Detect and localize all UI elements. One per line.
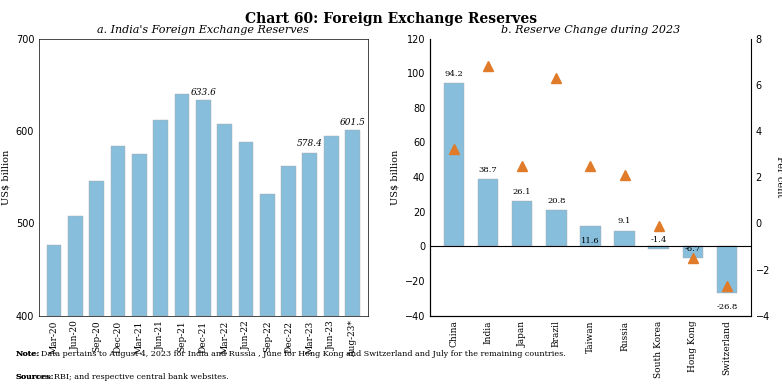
Y-axis label: US$ billion: US$ billion [2, 149, 10, 205]
Text: Sources:: Sources: [16, 373, 54, 382]
Bar [174, 94, 189, 316]
Bar [132, 154, 147, 316]
Text: 578.4: 578.4 [297, 139, 323, 148]
Text: 11.6: 11.6 [581, 237, 600, 245]
Bar [648, 246, 669, 249]
Text: Sources: RBI; and respective central bank websites.: Sources: RBI; and respective central ban… [16, 373, 228, 382]
Bar [196, 100, 211, 316]
Text: 633.6: 633.6 [190, 88, 217, 97]
Bar [110, 146, 125, 316]
Text: 601.5: 601.5 [339, 118, 365, 127]
Bar [512, 201, 533, 246]
Bar [47, 246, 62, 316]
Bar [345, 129, 360, 316]
Text: Note:: Note: [16, 350, 40, 358]
Text: Chart 60: Foreign Exchange Reserves: Chart 60: Foreign Exchange Reserves [245, 12, 537, 25]
Bar [217, 124, 232, 316]
Bar [89, 181, 104, 316]
Bar [260, 194, 274, 316]
Title: a. India's Foreign Exchange Reserves: a. India's Foreign Exchange Reserves [98, 25, 309, 35]
Bar [282, 166, 296, 316]
Text: -26.8: -26.8 [716, 303, 737, 311]
Bar [546, 210, 566, 246]
Text: 94.2: 94.2 [445, 70, 464, 78]
Bar [716, 246, 737, 293]
Text: 38.7: 38.7 [479, 166, 497, 174]
Text: 26.1: 26.1 [513, 188, 532, 196]
Text: Note: Data pertains to August 4, 2023 for India and Russia , June for Hong Kong : Note: Data pertains to August 4, 2023 fo… [16, 350, 565, 358]
Text: 20.8: 20.8 [547, 197, 565, 205]
Bar [303, 153, 317, 316]
Bar [153, 120, 168, 316]
Text: 9.1: 9.1 [618, 218, 631, 226]
Bar [580, 226, 601, 246]
Text: -6.7: -6.7 [685, 245, 701, 253]
Y-axis label: US$ billion: US$ billion [390, 149, 399, 205]
Bar [615, 231, 635, 246]
Title: b. Reserve Change during 2023: b. Reserve Change during 2023 [500, 25, 680, 35]
Bar [478, 179, 498, 246]
Bar [443, 83, 465, 246]
Bar [68, 216, 83, 316]
Y-axis label: Per cent: Per cent [775, 156, 782, 198]
Bar [239, 142, 253, 316]
Text: -1.4: -1.4 [651, 236, 667, 244]
Bar [324, 136, 339, 316]
Bar [683, 246, 703, 258]
